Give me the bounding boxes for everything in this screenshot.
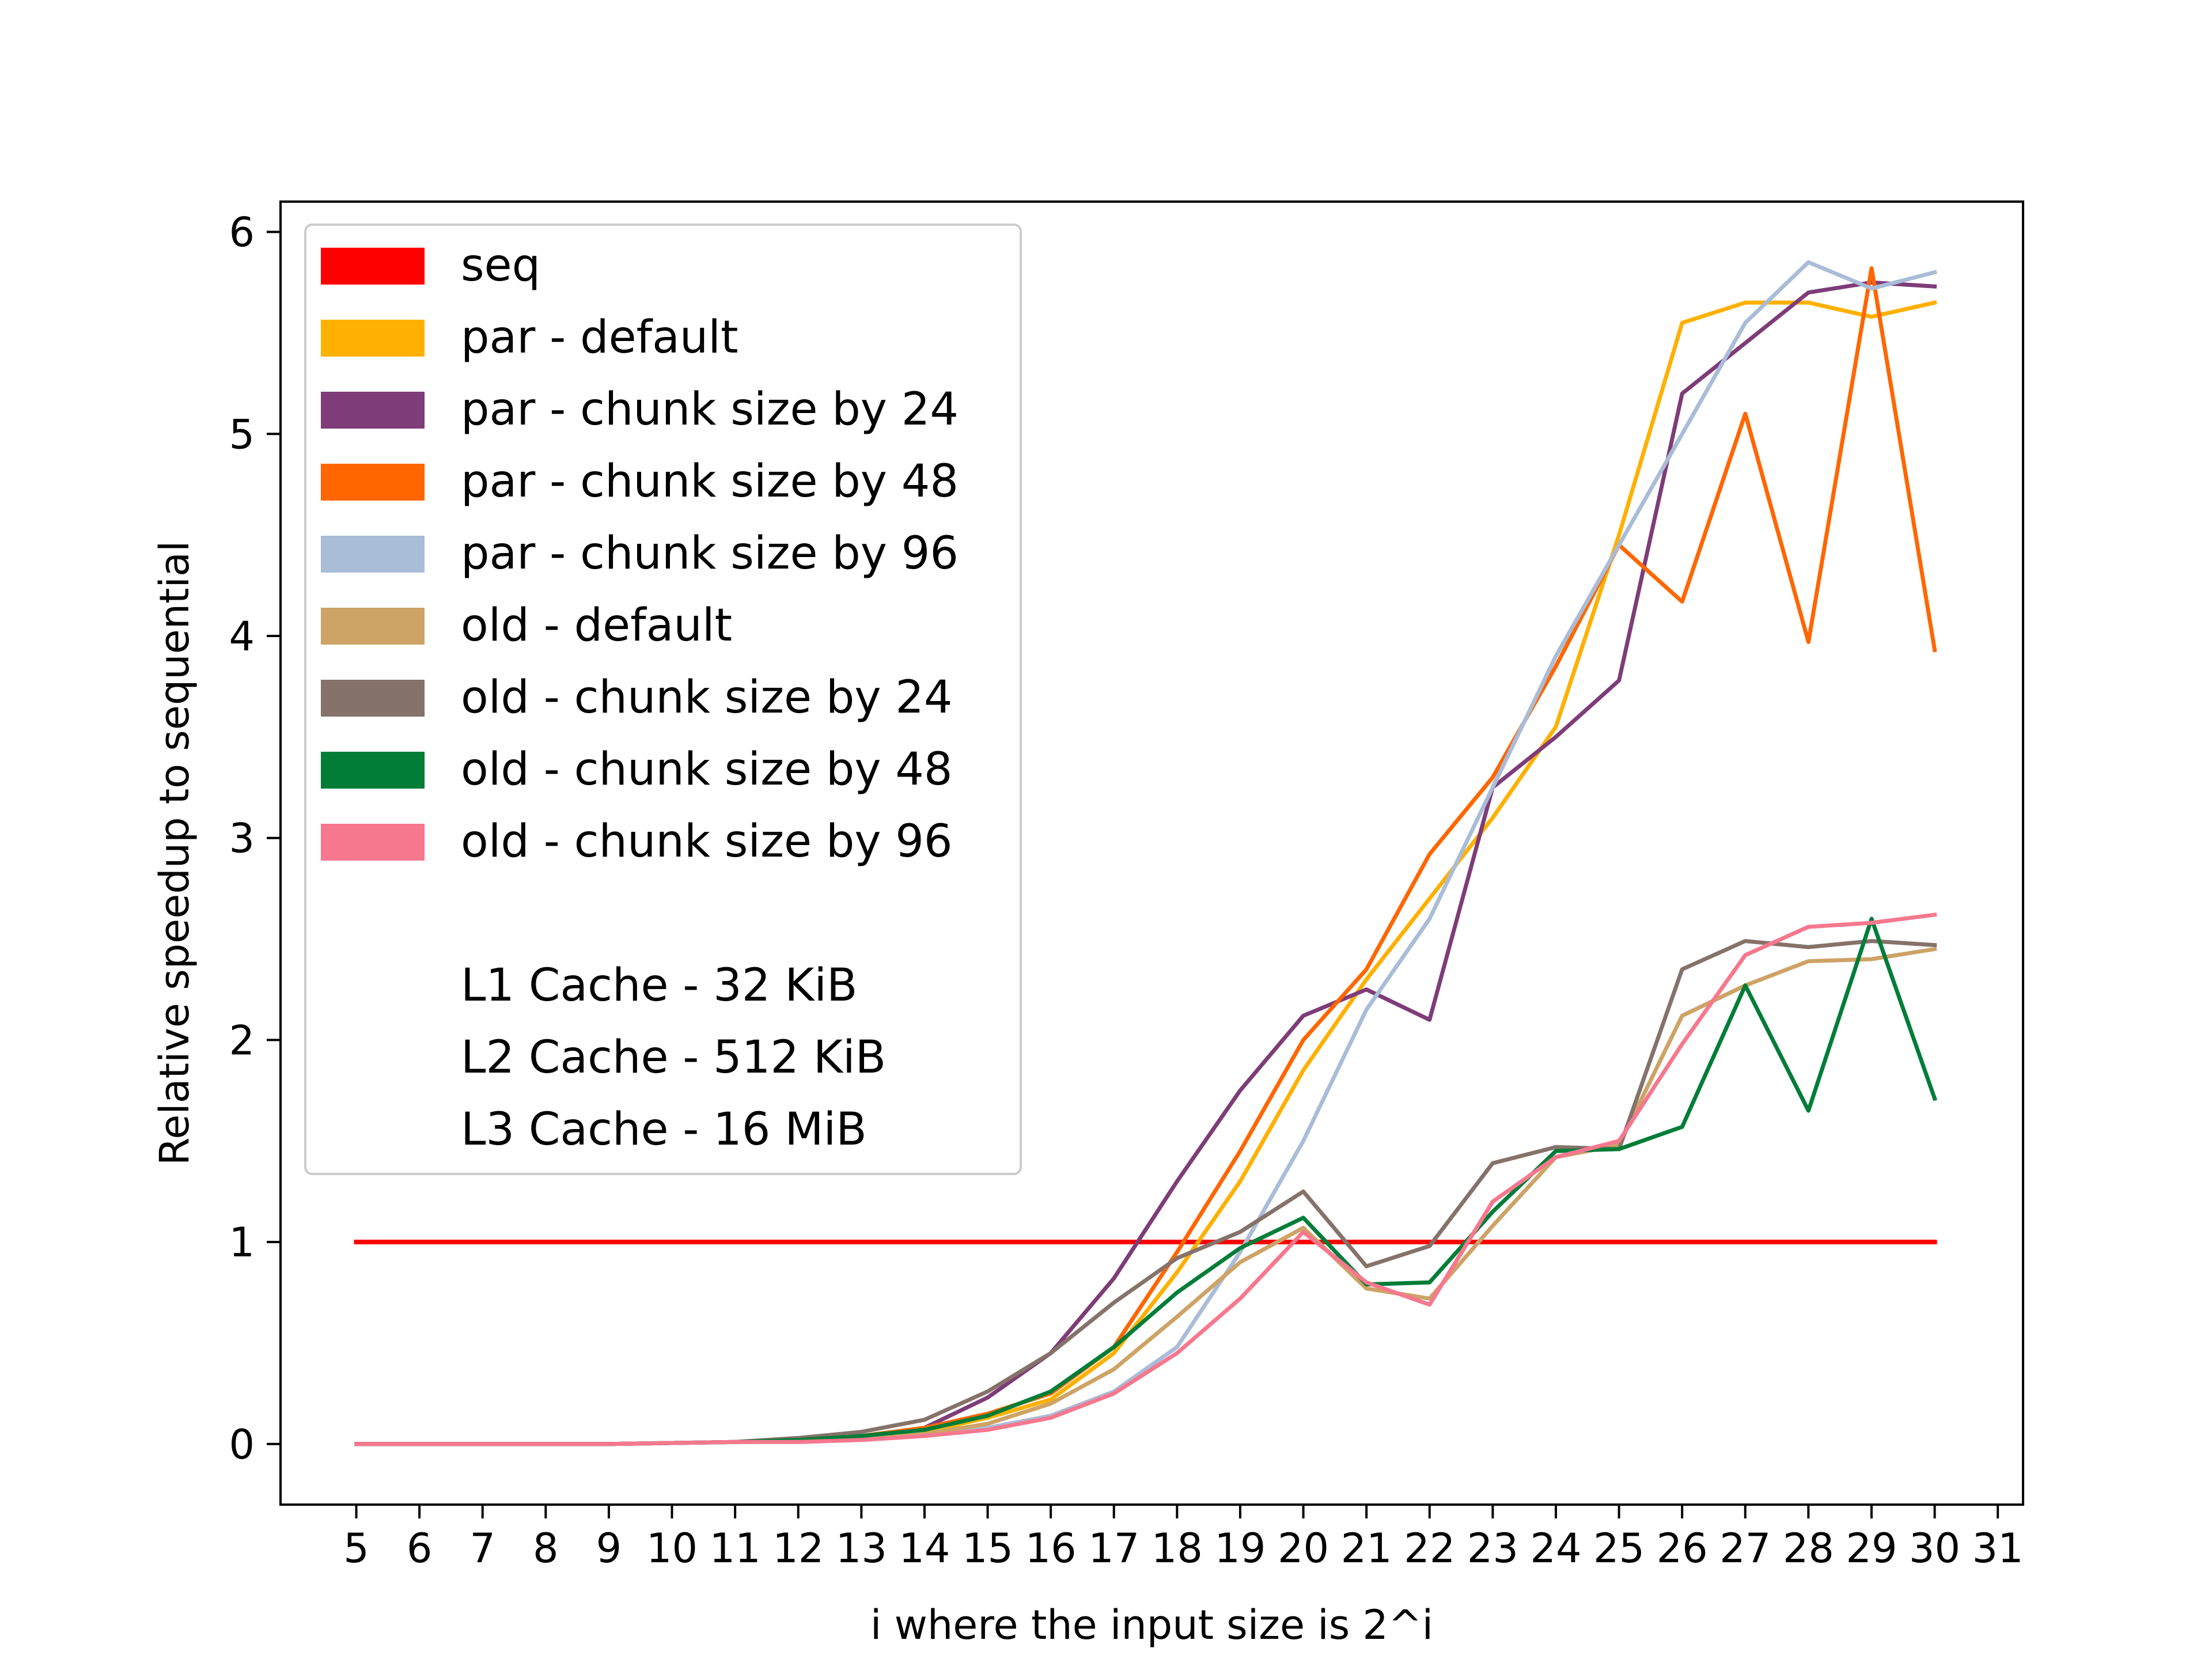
legend-label-old-chunk-size-by-48: old - chunk size by 48 (461, 744, 953, 796)
legend-label-par-default: par - default (461, 312, 738, 363)
x-tick-label: 25 (1593, 1525, 1645, 1572)
y-tick-label: 6 (229, 209, 255, 256)
x-tick-label: 6 (407, 1525, 433, 1572)
x-tick-label: 16 (1025, 1525, 1077, 1572)
x-tick-label: 10 (646, 1525, 698, 1572)
x-tick-label: 29 (1846, 1525, 1897, 1572)
x-tick-label: 13 (836, 1525, 887, 1572)
legend-swatch-par-chunk-size-by-24 (321, 392, 425, 429)
series-line-old-chunk-size-by-96 (354, 912, 1937, 1446)
legend-swatch-old-chunk-size-by-24 (321, 680, 425, 717)
x-tick-label: 15 (962, 1525, 1013, 1572)
legend: seq par - default par - chunk size by 24 pa… (304, 224, 1022, 1175)
y-axis-label: Relative speedup to sequential (151, 541, 198, 1166)
legend-label-par-chunk-size-by-96: par - chunk size by 96 (461, 528, 959, 579)
legend-box (304, 224, 1022, 1175)
legend-swatch-par-chunk-size-by-48 (321, 464, 425, 501)
x-tick-label: 8 (533, 1525, 559, 1572)
y-tick-label: 1 (229, 1219, 255, 1266)
y-tick-label: 2 (229, 1017, 255, 1064)
x-tick-label: 7 (469, 1525, 495, 1572)
legend-note: L1 Cache - 32 KiB (461, 960, 858, 1012)
x-tick-label: 31 (1972, 1525, 2024, 1572)
x-tick-label: 12 (772, 1525, 824, 1572)
x-tick-label: 22 (1404, 1525, 1455, 1572)
x-tick-label: 28 (1783, 1525, 1834, 1572)
x-tick-label: 30 (1909, 1525, 1960, 1572)
x-tick-label: 9 (596, 1525, 622, 1572)
legend-label-seq: seq (461, 240, 540, 291)
legend-label-par-chunk-size-by-24: par - chunk size by 24 (461, 384, 959, 435)
x-tick-label: 21 (1341, 1525, 1392, 1572)
legend-label-par-chunk-size-by-48: par - chunk size by 48 (461, 456, 959, 507)
legend-note: L3 Cache - 16 MiB (461, 1104, 867, 1156)
x-tick-label: 19 (1214, 1525, 1266, 1572)
legend-swatch-old-chunk-size-by-48 (321, 752, 425, 789)
x-tick-label: 14 (899, 1525, 950, 1572)
x-axis-label: i where the input size is 2^i (870, 1601, 1433, 1649)
x-tick-label: 18 (1152, 1525, 1203, 1572)
y-tick-label: 4 (229, 613, 255, 660)
x-tick-label: 17 (1088, 1525, 1139, 1572)
x-tick-label: 20 (1278, 1525, 1329, 1572)
plot-lines (354, 260, 1938, 1446)
x-tick-label: 26 (1657, 1525, 1708, 1572)
legend-label-old-default: old - default (461, 600, 732, 652)
x-tick-label: 23 (1467, 1525, 1518, 1572)
legend-label-old-chunk-size-by-96: old - chunk size by 96 (461, 816, 953, 868)
x-tick-label: 27 (1719, 1525, 1771, 1572)
y-axis-ticks: 0 1 2 3 4 5 6 (229, 209, 281, 1468)
y-tick-label: 5 (229, 411, 255, 458)
legend-swatch-par-chunk-size-by-96 (321, 536, 425, 573)
x-tick-label: 11 (710, 1525, 761, 1572)
plot-frame (279, 200, 2024, 1506)
y-tick-label: 0 (229, 1421, 255, 1468)
y-tick-label: 3 (229, 815, 255, 862)
legend-note: L2 Cache - 512 KiB (461, 1032, 886, 1084)
legend-label-old-chunk-size-by-24: old - chunk size by 24 (461, 672, 953, 724)
legend-swatch-par-default (321, 320, 425, 357)
legend-swatch-old-default (321, 608, 425, 645)
legend-swatch-seq (321, 248, 425, 285)
x-tick-label: 24 (1530, 1525, 1581, 1572)
x-axis-ticks: 5 6 7 8 9 10 11 12 13 14 15 16 17 18 19 20 21 22 23 24 25 26 2… (343, 1505, 2024, 1572)
x-tick-label: 5 (343, 1525, 369, 1572)
legend-swatch-old-chunk-size-by-96 (321, 824, 425, 861)
